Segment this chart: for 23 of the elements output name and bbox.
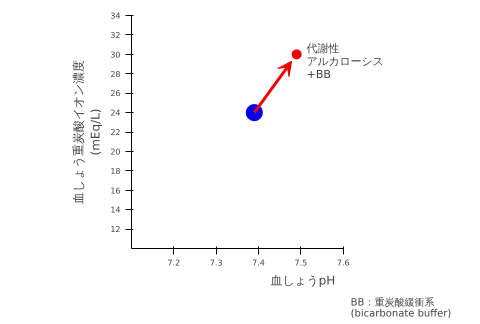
x-tick-label: 7.4 xyxy=(252,258,265,268)
y-tick-label: 24 xyxy=(110,108,121,118)
y-tick-label: 16 xyxy=(110,186,121,196)
x-axis-title: 血しょうpH xyxy=(270,274,336,288)
x-tick-label: 7.3 xyxy=(210,258,223,268)
x-tick-label: 7.5 xyxy=(294,258,308,268)
x-tick-label: 7.6 xyxy=(336,258,350,268)
y-tick-label: 20 xyxy=(110,147,121,156)
y-tick-label: 34 xyxy=(110,12,121,20)
annotation: 代謝性 xyxy=(306,42,340,55)
y-tick-label: 22 xyxy=(110,128,121,137)
y-tick-label: 26 xyxy=(110,89,121,98)
y-tick-label: 28 xyxy=(110,70,121,79)
x-tick-label: 7.2 xyxy=(167,258,180,268)
annotation: アルカローシス xyxy=(306,54,384,68)
annotation: +BB xyxy=(306,68,331,81)
y-axis-title: 血しょう重炭酸イオン濃度 (mEq/L) xyxy=(72,60,102,204)
y-tick-label: 30 xyxy=(110,50,121,60)
y-tick-label: 32 xyxy=(110,30,121,40)
text: BB：重炭酸緩衝系 (bicarbonate buffer) xyxy=(350,296,452,320)
y-tick-label: 12 xyxy=(110,225,121,234)
y-tick-label: 14 xyxy=(110,206,121,215)
y-tick-label: 18 xyxy=(110,166,121,176)
